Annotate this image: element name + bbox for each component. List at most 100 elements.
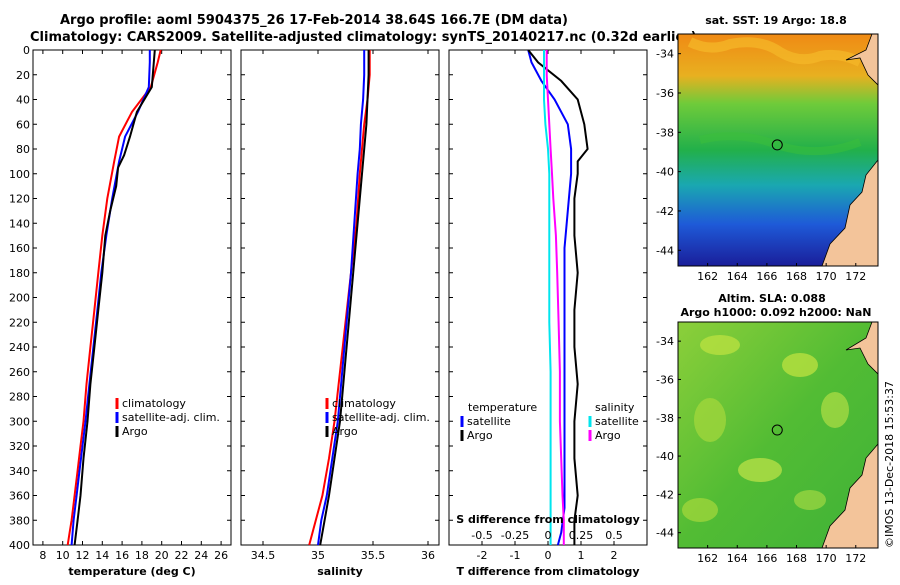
sst-argo-location-marker: [771, 139, 783, 151]
sla-blob: [738, 458, 782, 482]
series-argo: [319, 50, 370, 546]
y-tick-label: 20: [16, 69, 30, 82]
x-tick-label: 35: [311, 549, 325, 562]
map-x-tick-label: 170: [816, 270, 837, 283]
map-y-tick-label: -42: [656, 488, 674, 501]
y-tick-label: 200: [9, 292, 30, 305]
sla-map-subtitle: Argo h1000: 0.092 h2000: NaN: [680, 306, 871, 319]
s-difference-tick-label: -0.5: [471, 529, 492, 542]
x-tick-label: 18: [135, 549, 149, 562]
sla-blob: [694, 398, 726, 442]
difference-profile-xlabel: T difference from climatology: [456, 565, 639, 578]
s-difference-tick-label: 0: [545, 529, 552, 542]
sla-blob: [794, 490, 826, 510]
map-x-tick-label: 168: [786, 552, 807, 565]
y-tick-label: 160: [9, 242, 30, 255]
map-y-tick-label: -34: [656, 335, 674, 348]
y-tick-label: 360: [9, 490, 30, 503]
x-tick-label: 0: [545, 549, 552, 562]
y-tick-label: 380: [9, 514, 30, 527]
map-x-tick-label: 162: [697, 552, 718, 565]
series-satellite-adj-clim-: [317, 50, 366, 546]
x-tick-label: 8: [39, 549, 46, 562]
y-tick-label: 180: [9, 267, 30, 280]
sst-land-north: [845, 34, 878, 86]
map-y-tick-label: -44: [656, 244, 674, 257]
map-y-tick-label: -36: [656, 87, 674, 100]
x-tick-label: 20: [155, 549, 169, 562]
sst-land: [821, 159, 878, 266]
legend-label: satellite: [595, 415, 639, 428]
y-tick-label: 280: [9, 391, 30, 404]
legend-label: Argo: [332, 425, 358, 438]
series-t-satellite: [527, 49, 573, 546]
sla-land-north: [845, 322, 878, 375]
x-tick-label: 26: [214, 549, 228, 562]
series-climatology: [66, 49, 162, 546]
y-tick-label: 0: [23, 44, 30, 57]
map-x-tick-label: 168: [786, 270, 807, 283]
y-tick-label: 400: [9, 539, 30, 552]
series-t-argo: [527, 49, 589, 545]
y-tick-label: 140: [9, 217, 30, 230]
sla-argo-location-marker: [771, 424, 783, 436]
temperature-profile-xlabel: temperature (deg C): [68, 565, 195, 578]
map-y-tick-label: -34: [656, 48, 674, 61]
map-x-tick-label: 172: [845, 270, 866, 283]
x-tick-label: 22: [175, 549, 189, 562]
sla-blob: [700, 335, 740, 355]
legend-label: satellite-adj. clim.: [332, 411, 430, 424]
y-tick-label: 40: [16, 94, 30, 107]
map-y-tick-label: -36: [656, 373, 674, 386]
x-tick-label: -1: [510, 549, 521, 562]
sst-map-title: sat. SST: 19 Argo: 18.8: [705, 14, 847, 27]
temperature-profile-panel: 0 20 40 60 80 100 120 140 160 180 200 220 240 260 280 3…: [9, 44, 232, 578]
s-difference-tick-label: 0.5: [605, 529, 623, 542]
salinity-profile-xlabel: salinity: [317, 565, 363, 578]
imos-credit: ©IMOS 13-Dec-2018 15:53:37: [883, 381, 896, 548]
legend-label: satellite-adj. clim.: [122, 411, 220, 424]
map-y-tick-label: -44: [656, 527, 674, 540]
salinity-profile-panel: 34.5 35 35.5 36 salinity climatologysatellite…: [240, 49, 440, 578]
map-x-tick-label: 170: [816, 552, 837, 565]
difference-profile-panel: -2 -1 0 1 2 T difference from climatology temp…: [448, 49, 648, 578]
sla-blob: [782, 353, 818, 377]
legend-label: Argo: [467, 429, 493, 442]
map-y-tick-label: -42: [656, 205, 674, 218]
y-tick-label: 100: [9, 168, 30, 181]
x-tick-label: 24: [194, 549, 208, 562]
sst-map-frame: [677, 33, 879, 267]
series-s-argo: [545, 50, 565, 545]
map-x-tick-label: 166: [756, 552, 777, 565]
series-argo: [73, 49, 156, 546]
s-difference-xlabel: S difference from climatology: [456, 513, 640, 526]
x-tick-label: 34.5: [251, 549, 276, 562]
map-x-tick-label: 164: [727, 552, 748, 565]
y-tick-label: 80: [16, 143, 30, 156]
sla-map: Altim. SLA: 0.088 Argo h1000: 0.092 h200…: [656, 292, 879, 565]
sst-warm-band: [687, 37, 863, 67]
x-tick-label: 10: [56, 549, 70, 562]
legend-title-temperature: temperature: [468, 401, 537, 414]
figure-title-line2: Climatology: CARS2009. Satellite-adjuste…: [30, 30, 697, 45]
map-x-tick-label: 162: [697, 270, 718, 283]
x-tick-label: 12: [76, 549, 90, 562]
sla-blob: [821, 392, 849, 428]
difference-profile-frame: [448, 49, 648, 546]
y-tick-label: 340: [9, 465, 30, 478]
salinity-profile-frame: [240, 49, 440, 546]
x-tick-label: -2: [477, 549, 488, 562]
x-tick-label: 14: [95, 549, 109, 562]
legend-label: Argo: [595, 429, 621, 442]
y-tick-label: 60: [16, 118, 30, 131]
s-difference-tick-label: -0.25: [501, 529, 529, 542]
legend-label: Argo: [122, 425, 148, 438]
x-tick-label: 36: [421, 549, 435, 562]
legend-label: satellite: [467, 415, 511, 428]
s-difference-tick-label: 0.25: [569, 529, 594, 542]
sla-land: [821, 443, 878, 548]
x-tick-label: 35.5: [361, 549, 386, 562]
x-tick-label: 2: [611, 549, 618, 562]
map-x-tick-label: 164: [727, 270, 748, 283]
